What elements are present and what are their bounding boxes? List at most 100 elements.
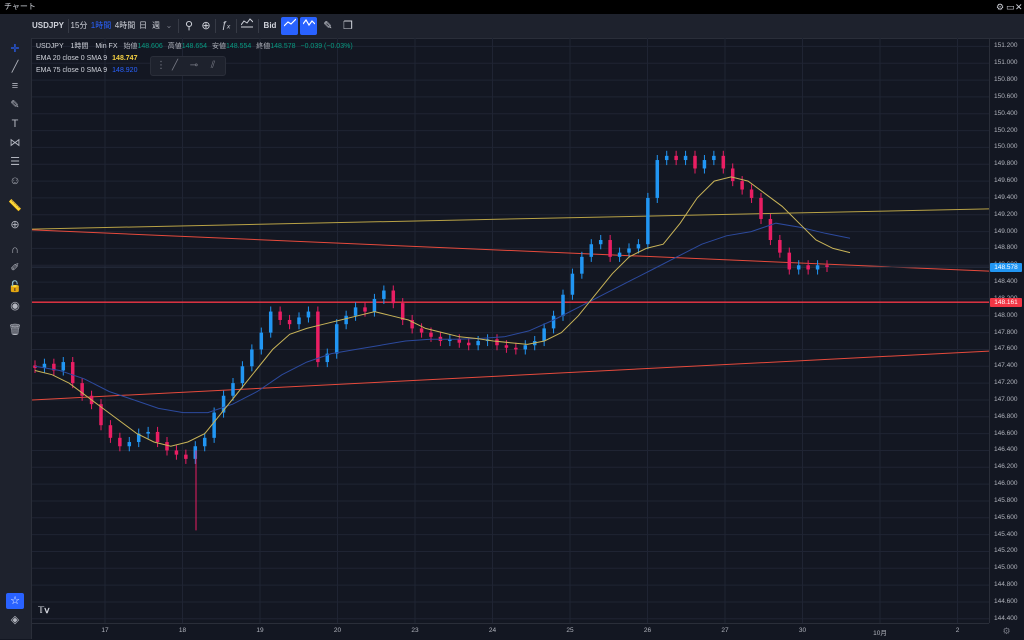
legend-symbol[interactable]: USDJPY (36, 43, 64, 50)
templates-icon[interactable] (239, 17, 255, 35)
interval-1h-button[interactable]: 1時間 (90, 21, 112, 30)
candle-body (514, 347, 518, 350)
favorites-icon[interactable]: ☆ (6, 593, 24, 609)
stay-drawing-icon[interactable]: ✐ (10, 262, 20, 274)
candle-body (712, 155, 716, 161)
candle-body (664, 155, 669, 161)
candle-body (636, 244, 641, 249)
trendline-icon[interactable]: ╱ (11, 61, 19, 73)
trash-icon[interactable]: 🗑 (8, 324, 22, 336)
compare-add-icon[interactable]: ⊕ (201, 20, 211, 32)
parallel-lines-icon[interactable]: ≡ (11, 80, 19, 92)
time-tick-label: 30 (798, 627, 807, 634)
emoji-icon[interactable]: ☺ (9, 175, 21, 187)
candle-body (778, 240, 782, 253)
zoom-icon[interactable]: ⊕ (10, 219, 20, 231)
price-tick-label: 146.200 (994, 463, 1018, 471)
crosshair-icon[interactable]: ✛ (10, 43, 20, 55)
text-tool-icon[interactable]: T (11, 118, 19, 130)
price-tick-label: 150.400 (994, 109, 1018, 117)
time-tick-label: 19 (256, 627, 264, 634)
time-axis[interactable]: 17 18 19 20 23 24 25 26 27 30 10月 2 (32, 623, 989, 640)
channel-tool-icon[interactable]: ⫽ (210, 60, 216, 71)
candle-body (768, 218, 773, 241)
candle-body (363, 307, 367, 312)
price-chart[interactable] (32, 38, 989, 623)
price-type-bid-button[interactable]: Bid (263, 21, 277, 30)
candle-body (250, 349, 254, 367)
time-tick-label: 24 (488, 627, 497, 634)
candle-body (702, 160, 707, 169)
interval-day-button[interactable]: 日 (139, 21, 147, 30)
price-tick-label: 146.400 (994, 446, 1018, 454)
pattern-icon[interactable]: ⋈ (9, 137, 21, 149)
trendline-tool-icon[interactable]: ╱ (171, 60, 179, 71)
candle-body (325, 353, 330, 363)
line-mode-icon[interactable] (281, 17, 298, 35)
legend-high-label: 高値 (167, 43, 182, 50)
toolbar-divider (258, 19, 259, 33)
price-tick-label: 145.800 (994, 496, 1018, 504)
candle-body (646, 197, 650, 245)
price-tick-label: 144.400 (994, 614, 1018, 622)
ema75-line (34, 222, 851, 414)
candle-body (61, 362, 66, 371)
candle-body (221, 395, 226, 413)
legend-ema20-row[interactable]: EMA 20 close 0 SMA 9 148.747 (36, 53, 353, 65)
candle-body (287, 319, 292, 325)
paint-icon[interactable]: ✎ (323, 20, 333, 32)
drawing-tools-sidebar: ✛ ╱ ≡ ✎ T ⋈ ☰ ☺ 📏 ⊕ ∩ ✐ 🔓 ◉ 🗑 ☆ ◈ (0, 38, 32, 639)
candle-body (382, 290, 386, 299)
magnet-icon[interactable]: ∩ (11, 244, 19, 256)
candle-body (353, 307, 358, 316)
candle-body (278, 311, 282, 320)
price-tick-label: 148.000 (994, 311, 1018, 319)
tradingview-logo-icon[interactable]: 𝕋𝗏 (38, 605, 50, 615)
top-toolbar: USDJPY 15分 1時間 4時間 日 週 ⌄ ⚲ ⊕ ƒₓ Bid ✎ ❐ (0, 14, 1024, 39)
candle-body (504, 345, 509, 348)
candle-body (589, 244, 594, 257)
close-icon[interactable]: ✕ (1015, 2, 1023, 12)
visibility-icon[interactable]: ◉ (10, 300, 20, 312)
interval-15m-button[interactable]: 15分 (70, 21, 88, 30)
price-axis[interactable]: 151.200 151.000 150.800 150.600 150.400 150.2… (989, 38, 1024, 623)
price-tick-label: 147.800 (994, 328, 1018, 336)
window-title: チャート (4, 2, 36, 11)
lock-icon[interactable]: 🔓 (8, 281, 22, 293)
axis-settings-icon[interactable]: ⚙ (1002, 626, 1011, 636)
legend-ema75-row[interactable]: EMA 75 close 0 SMA 9 148.920 (36, 65, 353, 77)
price-tick-label: 147.200 (994, 379, 1018, 387)
interval-week-button[interactable]: 週 (152, 21, 160, 30)
drag-handle-icon[interactable]: ⋮ (156, 60, 166, 71)
brush-icon[interactable]: ✎ (10, 99, 20, 111)
legend-open-label: 始値 (123, 43, 138, 50)
toolbar-divider (68, 19, 69, 33)
legend-low: 148.554 (225, 43, 252, 50)
ruler-icon[interactable]: 📏 (8, 200, 22, 212)
time-tick-label: 10月 (873, 630, 887, 637)
wave-mode-icon[interactable] (300, 17, 317, 35)
settings-icon[interactable]: ⚙ (996, 2, 1005, 12)
candle-body (99, 404, 103, 426)
interval-4h-button[interactable]: 4時間 (114, 21, 136, 30)
legend-ema20-value: 148.747 (112, 55, 138, 62)
horizontal-ray-icon[interactable]: ⊸ (189, 60, 199, 71)
current-price-tag: 148.578 (990, 262, 1022, 272)
indicators-icon[interactable]: ƒₓ (221, 20, 231, 31)
price-tick-label: 148.800 (994, 244, 1018, 252)
candle-style-icon[interactable]: ⚲ (184, 20, 194, 32)
candle-body (580, 256, 584, 274)
interval-dropdown-icon[interactable]: ⌄ (165, 21, 173, 30)
symbol-search-button[interactable]: USDJPY (31, 21, 64, 30)
price-tick-label: 149.200 (994, 210, 1018, 218)
candle-body (52, 363, 56, 371)
maximize-icon[interactable]: ▭ (1006, 2, 1015, 12)
candle-body (598, 240, 603, 245)
layout-icon[interactable]: ❐ (343, 20, 353, 32)
toolbar-divider (236, 19, 237, 33)
candle-body (608, 240, 612, 257)
candle-body (749, 189, 754, 198)
fib-icon[interactable]: ☰ (10, 156, 20, 168)
layers-icon[interactable]: ◈ (10, 614, 20, 626)
price-tick-label: 149.800 (994, 160, 1018, 168)
